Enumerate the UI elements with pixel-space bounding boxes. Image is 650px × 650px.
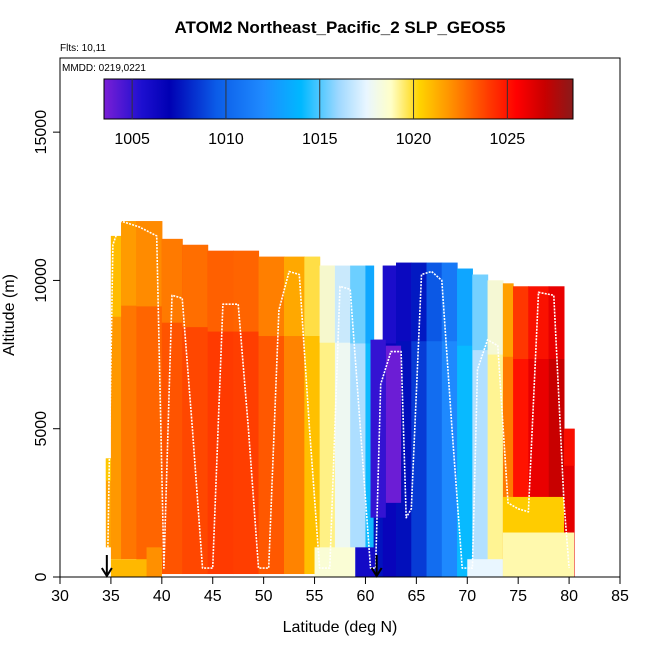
curtain-cell-upper bbox=[426, 262, 443, 342]
curtain-cell-upper bbox=[284, 256, 305, 337]
overlay-cell bbox=[355, 547, 376, 577]
curtain-overlays bbox=[110, 339, 575, 577]
colorbar-rect bbox=[103, 78, 574, 120]
dates-note: MMDD: 0219,0221 bbox=[62, 63, 146, 74]
y-axis-label: Altitude (m) bbox=[1, 274, 18, 356]
curtain-cell-upper bbox=[564, 428, 575, 466]
x-axis: 30 35 40 45 50 55 60 65 70 75 80 85 bbox=[51, 576, 629, 605]
colorbar: 1005 1010 1015 1020 1025 bbox=[103, 78, 574, 148]
curtain-cell-upper bbox=[233, 250, 260, 332]
colorbar-tick-label: 1020 bbox=[396, 131, 432, 148]
x-tick-label: 55 bbox=[306, 588, 324, 605]
curtain-cell bbox=[365, 265, 375, 577]
curtain-cell-upper bbox=[182, 244, 209, 328]
marker-arrow-head bbox=[100, 567, 113, 578]
x-tick-label: 40 bbox=[153, 588, 171, 605]
colorbar-tick-label: 1025 bbox=[490, 131, 526, 148]
curtain-cell-upper bbox=[457, 268, 473, 346]
curtain-cell bbox=[110, 235, 122, 560]
curtain-cell-upper bbox=[487, 280, 504, 355]
x-axis-label: Latitude (deg N) bbox=[283, 619, 398, 636]
y-tick-label: 10000 bbox=[33, 258, 50, 303]
x-tick-label: 80 bbox=[560, 588, 578, 605]
colorbar-tick-label: 1015 bbox=[302, 131, 338, 148]
curtain-cell-upper bbox=[396, 262, 412, 342]
curtain-cell-upper bbox=[528, 286, 550, 360]
curtain-cell-upper bbox=[304, 256, 321, 337]
marker-arrows bbox=[100, 555, 383, 578]
overlay-cell bbox=[314, 547, 356, 577]
curtain-cell-upper bbox=[334, 265, 351, 343]
curtain-cell-upper bbox=[365, 265, 375, 344]
colorbar-tick-label: 1010 bbox=[208, 131, 244, 148]
x-tick-label: 70 bbox=[458, 588, 476, 605]
curtain-cell-upper bbox=[319, 265, 336, 343]
curtain-cell-upper bbox=[258, 256, 285, 337]
curtain-cell-upper bbox=[502, 283, 514, 357]
curtain-cell-upper bbox=[350, 265, 366, 344]
x-tick-label: 30 bbox=[51, 588, 69, 605]
x-tick-label: 45 bbox=[204, 588, 222, 605]
curtain-cell bbox=[564, 428, 575, 577]
overlay-cell bbox=[146, 547, 162, 577]
curtain-cell-upper bbox=[513, 286, 529, 360]
x-tick-label: 85 bbox=[611, 588, 629, 605]
curtain-cell bbox=[502, 283, 514, 577]
curtain-cell-upper bbox=[161, 238, 183, 323]
colorbar-tick-label: 1005 bbox=[114, 131, 150, 148]
flights-note: Flts: 10,11 bbox=[60, 43, 106, 54]
overlay-cell bbox=[467, 559, 503, 577]
x-tick-label: 60 bbox=[357, 588, 375, 605]
overlay-cell bbox=[502, 496, 564, 533]
curtain-cell-upper bbox=[121, 221, 137, 306]
curtain-cell-upper bbox=[382, 265, 397, 344]
y-tick-label: 0 bbox=[33, 572, 50, 581]
overlay-cell bbox=[370, 339, 386, 518]
curtain-cell-upper bbox=[548, 286, 565, 360]
x-tick-label: 65 bbox=[407, 588, 425, 605]
flight-track-layer bbox=[107, 220, 570, 569]
y-tick-label: 5000 bbox=[33, 411, 50, 447]
curtain-cell-upper bbox=[441, 262, 458, 342]
y-axis: 0 5000 10000 15000 bbox=[33, 110, 60, 581]
curtain-plot bbox=[105, 221, 575, 577]
x-tick-label: 75 bbox=[509, 588, 527, 605]
curtain-cell-upper bbox=[110, 235, 122, 317]
curtain-cell-upper bbox=[207, 250, 234, 332]
y-tick-label: 15000 bbox=[33, 110, 50, 155]
marker-arrow-head bbox=[370, 567, 383, 578]
x-tick-label: 50 bbox=[255, 588, 273, 605]
curtain-cell-upper bbox=[472, 274, 489, 351]
flight-track-line bbox=[107, 220, 570, 569]
curtain-cell-upper bbox=[411, 262, 428, 342]
curtain-cell bbox=[105, 458, 112, 548]
overlay-cell bbox=[385, 345, 402, 503]
chart-title: ATOM2 Northeast_Pacific_2 SLP_GEOS5 bbox=[175, 18, 506, 37]
overlay-cell bbox=[502, 532, 575, 577]
x-tick-label: 35 bbox=[102, 588, 120, 605]
